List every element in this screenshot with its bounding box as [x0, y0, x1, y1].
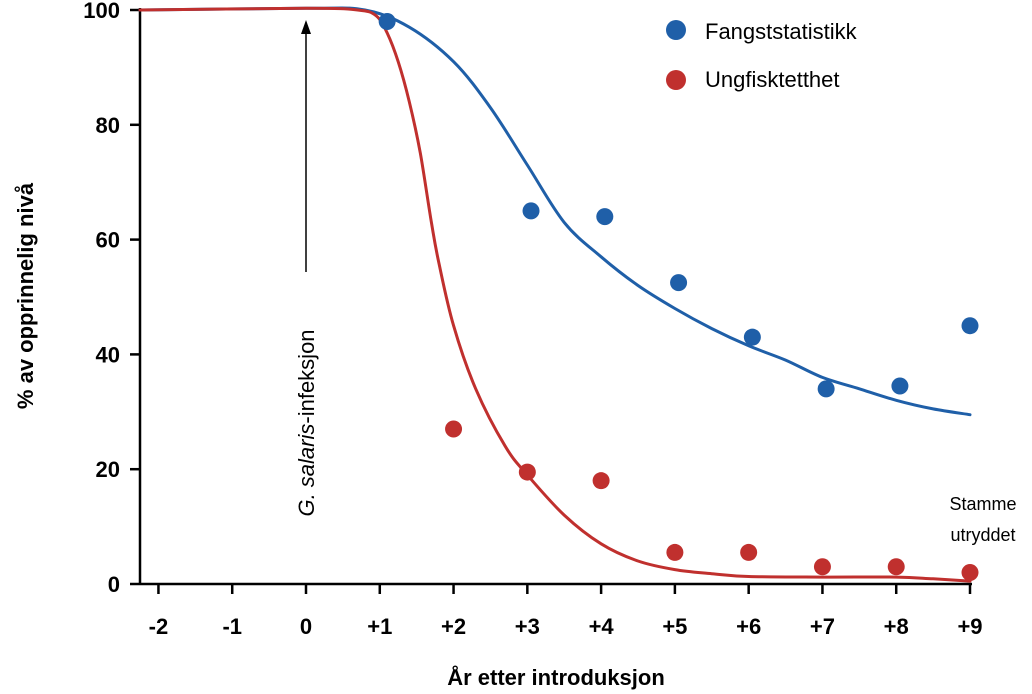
- point-ungfisktetthet: [518, 463, 536, 481]
- legend-label-fangststatistikk: Fangststatistikk: [705, 19, 858, 44]
- stock-extinct-line1: Stamme: [949, 494, 1016, 514]
- legend-label-ungfisktetthet: Ungfisktetthet: [705, 67, 840, 92]
- infection-arrow-head: [301, 20, 311, 34]
- point-ungfisktetthet: [445, 420, 463, 438]
- x-tick-label: +9: [957, 614, 982, 639]
- infection-label-italic: salaris: [294, 424, 319, 488]
- x-tick-label: -2: [149, 614, 169, 639]
- data-points: [378, 12, 979, 582]
- x-tick-label: +8: [884, 614, 909, 639]
- point-fangststatistikk: [596, 208, 614, 226]
- point-ungfisktetthet: [887, 558, 905, 576]
- x-tick-label: -1: [222, 614, 242, 639]
- x-ticks: -2 -1 0 +1 +2 +3 +4 +5 +6 +7 +8 +9: [149, 584, 983, 639]
- point-ungfisktetthet: [961, 564, 979, 582]
- x-axis-title: År etter introduksjon: [447, 664, 665, 690]
- y-tick-label: 0: [108, 572, 120, 597]
- infection-annotation: G. salaris-infeksjon: [294, 20, 319, 517]
- infection-label-prefix: G.: [294, 487, 319, 516]
- legend-marker-ungfisktetthet: [666, 70, 686, 90]
- x-tick-label: 0: [300, 614, 312, 639]
- x-tick-label: +6: [736, 614, 761, 639]
- infection-label: G. salaris-infeksjon: [294, 329, 319, 516]
- point-fangststatistikk: [891, 377, 909, 395]
- fit-curves: [138, 6, 972, 583]
- point-ungfisktetthet: [592, 472, 610, 490]
- infection-label-suffix: -infeksjon: [294, 329, 319, 423]
- x-tick-label: +2: [441, 614, 466, 639]
- x-tick-label: +7: [810, 614, 835, 639]
- x-tick-label: +1: [367, 614, 392, 639]
- curve-ungfisktetthet: [138, 6, 972, 583]
- point-fangststatistikk: [522, 202, 540, 220]
- x-tick-label: +5: [662, 614, 687, 639]
- point-fangststatistikk: [378, 12, 396, 30]
- point-fangststatistikk: [743, 328, 761, 346]
- point-fangststatistikk: [817, 380, 835, 398]
- y-tick-label: 40: [96, 342, 120, 367]
- y-tick-label: 100: [83, 0, 120, 23]
- x-tick-label: +4: [589, 614, 615, 639]
- point-ungfisktetthet: [666, 543, 684, 561]
- y-tick-label: 80: [96, 113, 120, 138]
- point-ungfisktetthet: [740, 543, 758, 561]
- point-fangststatistikk: [961, 317, 979, 335]
- point-ungfisktetthet: [813, 558, 831, 576]
- legend: Fangststatistikk Ungfisktetthet: [666, 19, 858, 92]
- y-axis-title: % av opprinnelig nivå: [13, 182, 38, 409]
- y-tick-label: 20: [96, 457, 120, 482]
- axes: [138, 8, 972, 586]
- curve-fangststatistikk: [138, 6, 972, 417]
- y-ticks: 0 20 40 60 80 100: [83, 0, 140, 597]
- y-tick-label: 60: [96, 228, 120, 253]
- stock-extinct-line2: utryddet: [950, 525, 1015, 545]
- legend-marker-fangststatistikk: [666, 20, 686, 40]
- point-fangststatistikk: [670, 274, 688, 292]
- x-tick-label: +3: [515, 614, 540, 639]
